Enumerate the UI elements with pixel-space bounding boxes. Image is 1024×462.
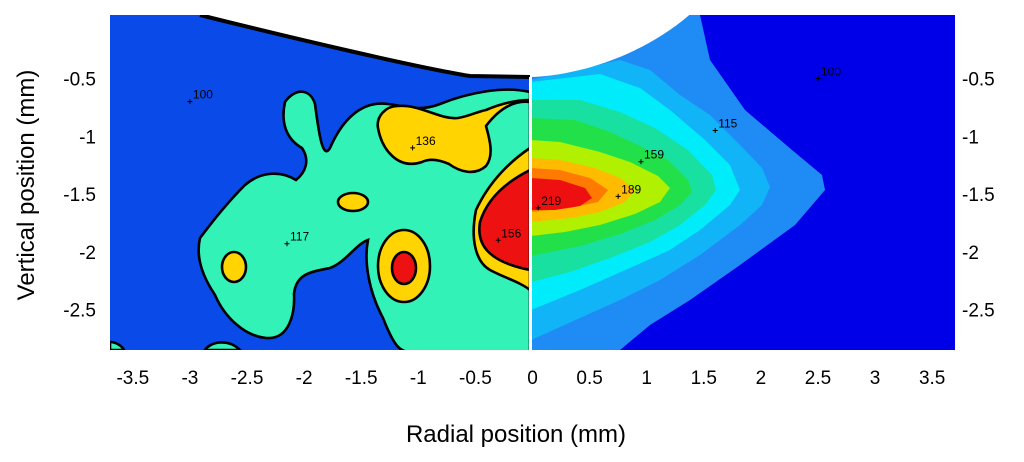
data-point-marker — [712, 128, 718, 134]
data-point-marker — [815, 76, 821, 82]
data-point-label: 189 — [621, 182, 641, 196]
annotated-points: 100 136 117 156 100 115 159 189 219 — [187, 65, 841, 247]
y-tick-label-left: -0.5 — [63, 70, 96, 91]
y-tick-label-right: -1.5 — [962, 185, 995, 206]
y-axis-ticks-left: -0.5 -1 -1.5 -2 -2.5 — [63, 70, 96, 322]
x-tick-label: 0.5 — [576, 368, 602, 389]
y-tick-label-left: -2.5 — [63, 301, 96, 322]
data-point-label: 136 — [416, 134, 436, 148]
data-point-marker — [284, 241, 290, 247]
top-surface-cutout — [200, 15, 690, 77]
data-point-label: 156 — [501, 226, 521, 240]
top-surface-outline — [199, 15, 531, 79]
data-point-label: 100 — [193, 88, 213, 102]
y-tick-label-left: -1 — [79, 127, 96, 148]
data-point-label: 115 — [718, 117, 737, 131]
y-tick-label-right: -0.5 — [962, 70, 995, 91]
x-tick-label: -0.5 — [459, 368, 492, 389]
left-level-2-corner — [110, 340, 126, 350]
x-tick-label: -2 — [296, 368, 313, 389]
y-tick-label-left: -2 — [79, 243, 96, 264]
y-tick-label-left: -1.5 — [63, 185, 96, 206]
data-point-label: 159 — [644, 148, 664, 162]
x-tick-label: -2.5 — [231, 368, 264, 389]
data-point-label: 219 — [541, 194, 561, 208]
data-point-label: 100 — [821, 65, 841, 79]
left-level-3-blob-b — [220, 250, 248, 284]
data-point-marker — [615, 193, 621, 199]
left-level-4-blob — [390, 250, 418, 286]
left-level-3-blob-a — [336, 191, 370, 213]
right-level-9 — [531, 178, 592, 210]
x-tick-label: 1.5 — [691, 368, 717, 389]
data-point-marker — [638, 159, 644, 165]
x-axis-title: Radial position (mm) — [406, 421, 626, 448]
x-tick-label: -3.5 — [116, 368, 149, 389]
left-level-4-region — [478, 168, 530, 272]
y-axis-ticks-right: -0.5 -1 -1.5 -2 -2.5 — [962, 70, 995, 322]
y-tick-label-right: -2 — [962, 243, 979, 264]
data-point-marker — [535, 205, 541, 211]
x-tick-label: -1.5 — [345, 368, 378, 389]
x-tick-label: -1 — [410, 368, 427, 389]
x-tick-label: 3 — [870, 368, 881, 389]
data-point-marker — [410, 145, 416, 151]
x-tick-label: 3.5 — [919, 368, 945, 389]
data-point-label: 117 — [290, 230, 309, 244]
x-axis-ticks: -3.5 -3 -2.5 -2 -1.5 -1 -0.5 0 0.5 1 1.5 2 2.5 3 3.5 — [116, 368, 945, 389]
y-tick-label-right: -1 — [962, 127, 979, 148]
x-tick-label: 2.5 — [805, 368, 831, 389]
y-axis-title: Vertical position (mm) — [13, 70, 40, 301]
x-tick-label: 0 — [527, 368, 538, 389]
x-tick-label: 1 — [641, 368, 652, 389]
plot-area — [110, 15, 955, 350]
x-tick-label: 2 — [756, 368, 767, 389]
data-point-marker — [187, 99, 193, 105]
right-contour-panel — [531, 15, 955, 350]
data-point-marker — [495, 237, 501, 243]
left-level-2-island — [203, 341, 242, 350]
y-tick-label-right: -2.5 — [962, 301, 995, 322]
x-tick-label: -3 — [181, 368, 198, 389]
